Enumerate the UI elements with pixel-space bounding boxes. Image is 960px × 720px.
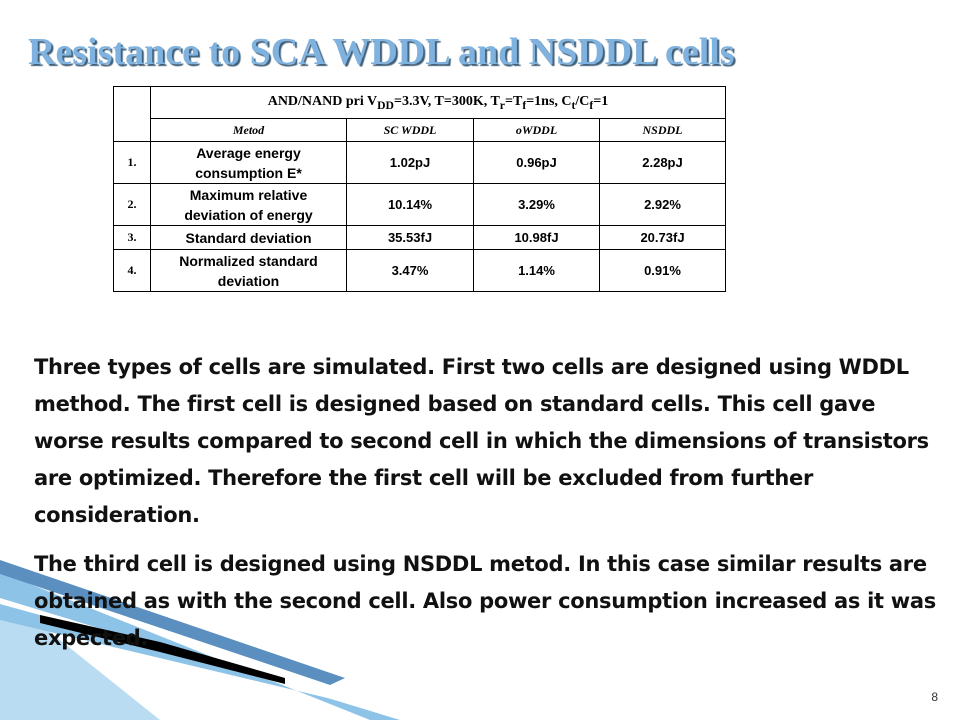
cell-owddl: 1.14% — [473, 249, 600, 292]
mid-blue-stripe — [0, 560, 345, 685]
results-table: AND/NAND pri VDD=3.3V, T=300K, Tr=Tf=1ns… — [113, 86, 726, 292]
slide-title: Resistance to SCA WDDL and NSDDL cells — [28, 31, 735, 73]
body-paragraph-1: Three types of cells are simulated. Firs… — [34, 355, 929, 527]
cell-nsddl: 2.28pJ — [599, 141, 726, 184]
cell-sc-wddl: 3.47% — [346, 249, 474, 292]
decorative-corner-stripes — [0, 560, 420, 720]
row-parameter: Standard deviation — [150, 225, 347, 250]
table-row: 1. Average energy consumption E* 1.02pJ 0… — [113, 141, 726, 184]
cell-sc-wddl: 35.53fJ — [346, 225, 474, 250]
cell-owddl: 3.29% — [473, 183, 600, 226]
table-corner-cell — [113, 86, 151, 142]
column-header-sc-wddl: SC WDDL — [346, 118, 474, 142]
table-row: 3. Standard deviation 35.53fJ 10.98fJ 20… — [113, 225, 726, 250]
cell-sc-wddl: 10.14% — [346, 183, 474, 226]
cell-nsddl: 0.91% — [599, 249, 726, 292]
page-number: 8 — [931, 690, 938, 704]
cell-owddl: 0.96pJ — [473, 141, 600, 184]
row-number: 3. — [113, 225, 151, 250]
table-row: 4. Normalized standard deviation 3.47% 1.… — [113, 249, 726, 292]
row-number: 1. — [113, 141, 151, 184]
row-parameter: Average energy consumption E* — [150, 141, 347, 184]
row-parameter: Normalized standard deviation — [150, 249, 347, 292]
cell-nsddl: 2.92% — [599, 183, 726, 226]
column-header-nsddl: NSDDL — [599, 118, 726, 142]
cell-sc-wddl: 1.02pJ — [346, 141, 474, 184]
table-header-conditions: AND/NAND pri VDD=3.3V, T=300K, Tr=Tf=1ns… — [150, 86, 726, 119]
body-paragraph-2: The third cell is designed using NSDDL m… — [34, 552, 936, 650]
column-header-owddl: oWDDL — [473, 118, 600, 142]
black-stripe — [40, 615, 285, 684]
column-header-method: Metod — [150, 118, 347, 142]
row-number: 4. — [113, 249, 151, 292]
cell-nsddl: 20.73fJ — [599, 225, 726, 250]
table-row: 2. Maximum relative deviation of energy 1… — [113, 183, 726, 226]
row-parameter: Maximum relative deviation of energy — [150, 183, 347, 226]
row-number: 2. — [113, 183, 151, 226]
cell-owddl: 10.98fJ — [473, 225, 600, 250]
